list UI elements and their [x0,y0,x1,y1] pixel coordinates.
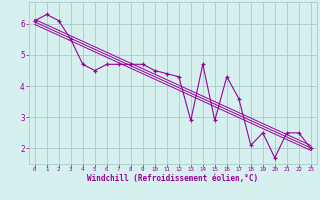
X-axis label: Windchill (Refroidissement éolien,°C): Windchill (Refroidissement éolien,°C) [87,174,258,183]
